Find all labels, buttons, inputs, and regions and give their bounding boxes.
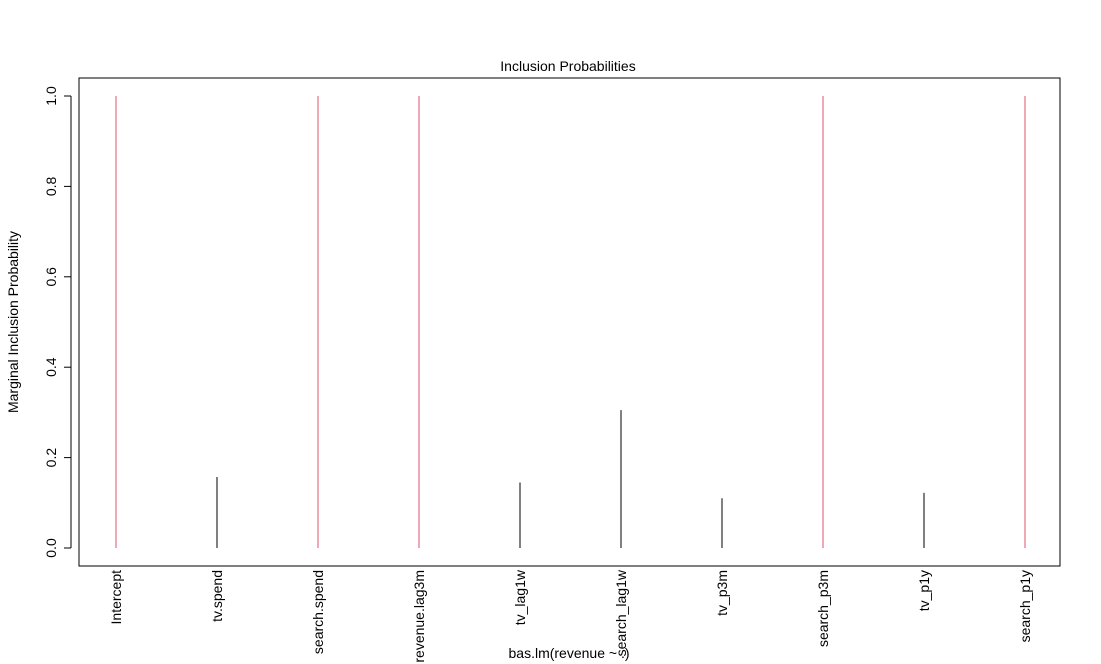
x-tick-label: tv_p3m: [714, 570, 730, 616]
y-tick-label: 0.0: [43, 538, 59, 558]
y-tick-label: 1.0: [43, 86, 59, 106]
x-tick-label: tv_lag1w: [512, 569, 528, 625]
x-tick-label: search.spend: [310, 570, 326, 654]
y-axis-label: Marginal Inclusion Probability: [5, 231, 21, 413]
y-tick-label: 0.4: [43, 357, 59, 377]
y-axis: 0.0 0.2 0.4 0.6 0.8 1.0: [43, 86, 72, 558]
x-tick-label: search_lag1w: [613, 569, 629, 656]
y-tick-label: 0.2: [43, 448, 59, 468]
x-tick-label: Intercept: [108, 570, 124, 625]
chart-title: Inclusion Probabilities: [500, 58, 635, 74]
bars: [115, 96, 1026, 548]
plot-frame: [78, 77, 1061, 567]
x-tick-label: revenue.lag3m: [411, 570, 427, 663]
x-axis-label: bas.lm(revenue ~ .): [509, 645, 630, 661]
x-tick-label: search_p3m: [815, 570, 831, 647]
x-tick-label: tv_p1y: [916, 570, 932, 611]
x-tick-labels: Intercept tv.spend search.spend revenue.lag…: [108, 569, 1033, 663]
y-tick-label: 0.8: [43, 176, 59, 196]
x-tick-label: search_p1y: [1017, 570, 1033, 642]
y-tick-label: 0.6: [43, 267, 59, 287]
x-tick-label: tv.spend: [209, 570, 225, 622]
